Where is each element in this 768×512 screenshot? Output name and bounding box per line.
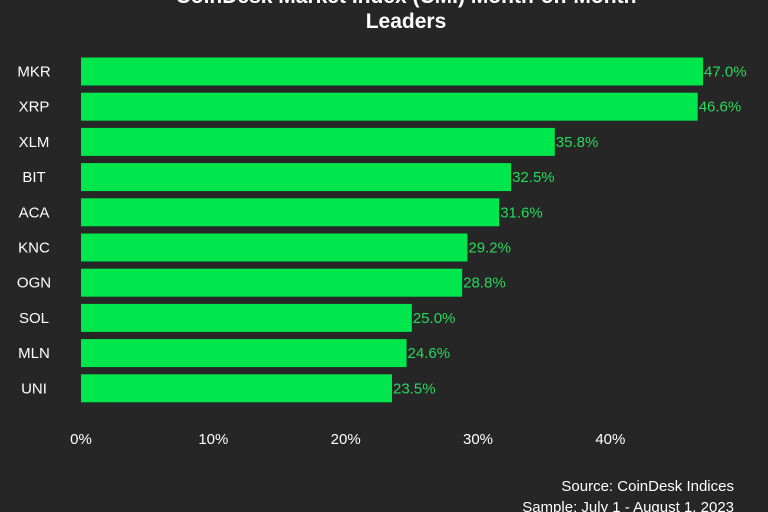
bar-xlm [81,127,555,156]
category-label-uni: UNI [21,380,47,397]
category-label-aca: ACA [19,204,50,221]
bar-knc [81,233,468,262]
value-label-uni: 23.5% [393,380,436,397]
x-tick-label: 30% [463,431,493,448]
value-label-ogn: 28.8% [463,275,506,292]
bar-mln [81,339,407,368]
category-label-sol: SOL [19,310,49,327]
category-label-mln: MLN [18,345,50,362]
value-label-mln: 24.6% [408,345,451,362]
bar-mkr [81,57,703,86]
bar-group: MKR 47.0% XRP 46.6% XLM 35.8% BIT 32.5% ACA 31.6%… [17,57,747,403]
category-label-xlm: XLM [19,134,50,151]
x-tick-label: 0% [70,431,92,448]
category-label-knc: KNC [18,240,50,257]
bar-ogn [81,268,463,297]
category-label-mkr: MKR [17,64,51,81]
category-label-bit: BIT [22,169,45,186]
bar-bit [81,163,512,192]
value-label-mkr: 47.0% [704,64,747,81]
source-note: Source: CoinDesk Indices [561,478,734,495]
value-label-sol: 25.0% [413,310,456,327]
x-tick-label: 20% [331,431,361,448]
x-tick-label: 40% [595,431,625,448]
value-label-bit: 32.5% [512,169,555,186]
category-label-ogn: OGN [17,275,51,292]
chart-title-line-2: Leaders [366,10,447,33]
bar-aca [81,198,500,227]
sample-note: Sample: July 1 - August 1, 2023 [522,499,734,512]
value-label-xlm: 35.8% [556,134,599,151]
value-label-aca: 31.6% [500,204,543,221]
x-axis: 0% 10% 20% 30% 40% [70,431,625,448]
x-tick-label: 10% [198,431,228,448]
category-label-xrp: XRP [19,99,50,116]
chart-title-line-1: CoinDesk Market Index (CMI) Month-on-Mon… [176,0,637,8]
value-label-xrp: 46.6% [699,99,742,116]
value-label-knc: 29.2% [468,240,511,257]
bar-sol [81,303,412,332]
bar-xrp [81,92,698,121]
bar-uni [81,374,392,403]
